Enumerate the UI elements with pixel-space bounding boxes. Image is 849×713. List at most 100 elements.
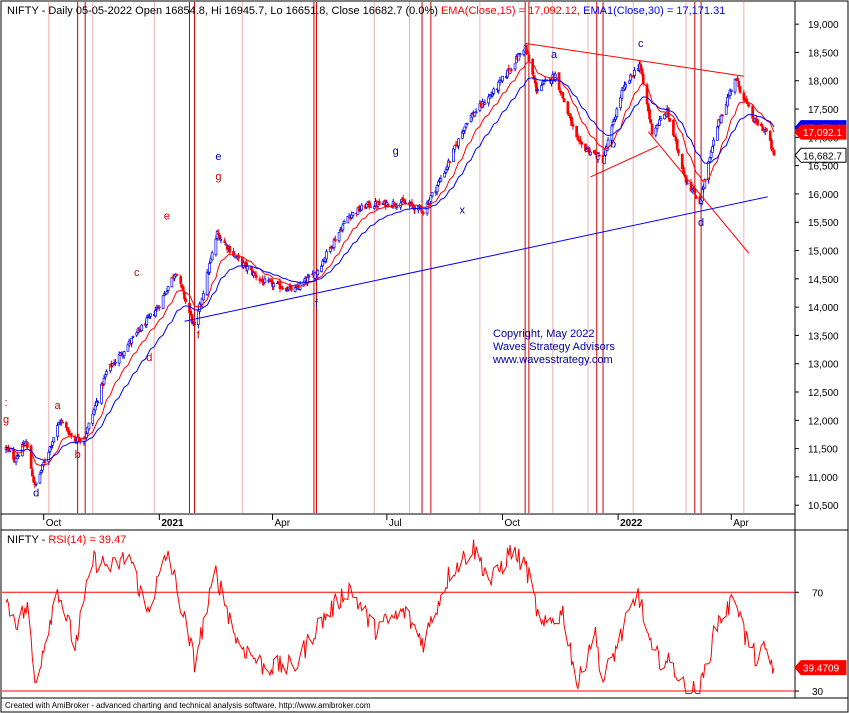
candle-up (166, 286, 170, 291)
price-tick-label: 13,500 (808, 331, 839, 342)
candle-up (596, 153, 600, 160)
candle-up (316, 270, 320, 276)
price-tick-label: 11,500 (808, 445, 838, 456)
candle-up (726, 97, 729, 107)
candle-up (102, 377, 106, 385)
candle-up (341, 224, 345, 231)
main-header-text: - Daily 05-05-2022 Open 16854.8, Hi 1694… (39, 5, 441, 17)
candle-down (747, 104, 751, 107)
candle-down (78, 438, 82, 442)
candle-up (606, 139, 610, 149)
rsi-value-tag (794, 660, 847, 676)
candle-down (694, 195, 698, 199)
candle-down (682, 167, 685, 174)
ema15-line (5, 61, 775, 467)
candle-up (126, 344, 130, 352)
candle-down (768, 130, 772, 141)
candle-up (629, 74, 633, 81)
candle-up (140, 324, 144, 331)
wave-label: f (197, 329, 201, 341)
candle-up (205, 272, 209, 295)
candle-down (736, 77, 739, 82)
date-tick-label: Oct (504, 518, 520, 529)
candle-up (589, 151, 592, 156)
date-tick-label: 2021 (161, 518, 184, 529)
candle-up (611, 121, 615, 125)
wave-label: : (4, 397, 7, 409)
candle-down (249, 266, 253, 271)
price-tick-label: 14,500 (808, 275, 839, 286)
candle-up (443, 172, 447, 178)
candle-down (673, 135, 677, 138)
wave-label: c (134, 267, 140, 279)
candle-up (342, 221, 346, 225)
candle-up (103, 374, 107, 378)
candle-down (12, 449, 15, 460)
candle-up (518, 53, 522, 56)
wave-label: x (460, 205, 466, 217)
candle-up (613, 119, 616, 122)
candle-down (175, 274, 179, 276)
candle-down (32, 476, 36, 483)
candle-down (649, 119, 653, 124)
candle-up (49, 446, 53, 448)
candle-down (190, 314, 194, 324)
rsi-header-symbol: NIFTY (7, 534, 39, 546)
candle-up (628, 80, 631, 84)
candle-down (223, 240, 227, 244)
candle-up (501, 75, 504, 82)
candle-down (217, 232, 220, 235)
candle-down (184, 298, 188, 302)
rsi-legend: RSI(14) = 39.47 (48, 534, 126, 546)
candle-up (208, 263, 211, 273)
candle-up (219, 238, 223, 241)
price-tick-label: 10,500 (808, 501, 839, 512)
candle-down (228, 246, 232, 253)
wave-label: e (164, 210, 170, 222)
candle-down (571, 123, 575, 127)
candle-up (38, 473, 42, 484)
price-tick-label: 14,000 (808, 303, 839, 314)
candle-up (444, 168, 448, 173)
candle-down (527, 54, 531, 62)
candle-up (224, 243, 228, 246)
candle-up (56, 425, 59, 437)
candle-up (91, 413, 95, 424)
candle-up (245, 266, 249, 271)
candle-down (43, 461, 47, 464)
candle-down (561, 92, 565, 99)
rsi-header-sep: - (39, 534, 49, 546)
candle-up (540, 85, 543, 91)
candle-up (447, 160, 450, 168)
candle-up (474, 111, 478, 114)
candle-down (377, 200, 381, 205)
price-tick-label: 19,000 (808, 20, 839, 31)
candle-down (253, 272, 257, 275)
candle-up (465, 122, 469, 125)
candle-down (721, 114, 724, 117)
candle-down (281, 287, 284, 290)
candle-down (760, 123, 763, 127)
wave-label: d (146, 352, 152, 364)
candle-up (320, 266, 323, 272)
candle-down (631, 75, 635, 78)
price-tick-label: 12,000 (808, 416, 839, 427)
price-tag-label: 17,092.1 (803, 128, 842, 139)
candle-up (96, 401, 100, 403)
price-tag-label: 16,682.7 (803, 151, 842, 162)
candle-down (369, 206, 372, 208)
candle-down (401, 198, 405, 202)
candle-up (87, 422, 91, 430)
candle-down (61, 421, 64, 424)
candle-down (289, 285, 293, 291)
candle-up (145, 317, 149, 325)
candle-down (592, 150, 596, 154)
candle-up (439, 178, 443, 182)
candle-down (189, 310, 193, 316)
price-tick-label: 12,500 (808, 388, 839, 399)
wave-label: g (393, 145, 399, 157)
trendline (184, 196, 768, 322)
rsi-tick-label: 70 (812, 588, 824, 599)
trendline (590, 145, 659, 178)
price-tick-label: 17,500 (808, 105, 839, 116)
